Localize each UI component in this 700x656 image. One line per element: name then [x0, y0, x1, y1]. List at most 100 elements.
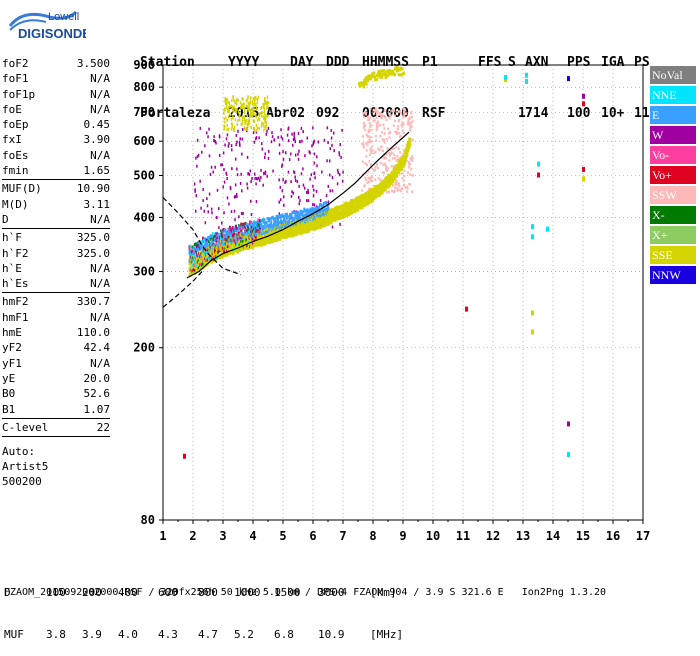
echo-point [236, 242, 239, 246]
echo-point [409, 121, 412, 125]
echo-point [232, 252, 235, 256]
echo-point [364, 112, 367, 116]
echo-point [226, 124, 229, 128]
echo-point [327, 200, 330, 204]
echo-point [388, 159, 391, 162]
echo-point [247, 124, 249, 128]
echo-point [270, 140, 273, 144]
hdr-label-6: FFS [478, 55, 502, 70]
hdr-label-10: IGA [601, 55, 625, 70]
echo-point [317, 140, 319, 144]
echo-point [287, 127, 289, 131]
echo-point [266, 103, 269, 107]
footer-distance-row: D 100 200 400 600 800 1000 1500 3000 [km] [4, 586, 397, 600]
echo-point [234, 101, 236, 105]
echo-point [264, 113, 266, 117]
echo-point [381, 171, 384, 174]
echo-point [380, 116, 383, 119]
echo-point [263, 96, 266, 100]
echo-point [322, 219, 326, 223]
hdr-value-8: 714 [525, 106, 549, 121]
echo-point [279, 221, 282, 225]
echo-point [282, 215, 285, 219]
echo-point [268, 240, 272, 244]
echo-point [302, 183, 305, 187]
echo-point [202, 187, 204, 191]
echo-point [377, 124, 380, 128]
echo-point [277, 135, 279, 139]
param-name: hmF1 [2, 310, 29, 324]
param-value: N/A [90, 148, 110, 162]
echo-point [388, 153, 391, 157]
echo-point [370, 179, 373, 183]
echo-point [408, 117, 411, 120]
footer-file-line: FZAOM_2015092002000.RSF / 320fx256h 50 k… [4, 587, 607, 598]
echo-point [237, 228, 240, 232]
footer-d-7: 1500 [274, 586, 301, 599]
x-tick-label: 1 [159, 529, 166, 543]
echo-point [191, 245, 194, 249]
echo-point [254, 99, 256, 103]
echo-point [328, 214, 331, 218]
echo-point [275, 223, 278, 227]
echo-point [365, 163, 368, 167]
echo-point [229, 185, 232, 189]
echo-point [254, 96, 257, 100]
echo-point [377, 70, 381, 74]
param-row: M(D) 3.11 [2, 197, 110, 212]
echo-point [290, 180, 292, 184]
echo-point [299, 199, 301, 203]
echo-point [328, 159, 331, 163]
echo-point [407, 120, 410, 124]
echo-point [368, 138, 371, 142]
echo-point [238, 140, 241, 144]
hdr-value-4: 002000 [362, 106, 409, 121]
echo-point [374, 150, 377, 153]
echo-point [224, 143, 226, 147]
echo-point [237, 118, 239, 122]
echo-point [374, 178, 377, 181]
echo-point [266, 100, 268, 104]
echo-point [255, 200, 258, 204]
footer-d-3: 400 [118, 586, 138, 599]
echo-point [410, 112, 413, 115]
echo-point [531, 224, 534, 230]
echo-point [241, 122, 243, 126]
y-tick-label: 800 [133, 80, 155, 94]
echo-point [370, 188, 373, 192]
echo-point [205, 131, 208, 135]
echo-point [278, 143, 281, 147]
echo-point [260, 168, 262, 172]
echo-point [230, 232, 233, 236]
echo-point [236, 140, 238, 144]
x-tick-label: 9 [399, 529, 406, 543]
echo-point [304, 154, 306, 158]
echo-point [282, 157, 285, 161]
echo-point [208, 127, 210, 131]
echo-point [395, 174, 398, 178]
echo-point [221, 163, 224, 167]
echo-point [235, 227, 238, 231]
echo-point [395, 131, 398, 134]
echo-point [297, 220, 300, 224]
footer-d-8: 3000 [318, 586, 345, 599]
echo-point [248, 173, 251, 177]
echo-point [204, 221, 207, 225]
echo-point [319, 225, 323, 229]
echo-point [247, 120, 250, 124]
echo-point [391, 109, 394, 113]
echo-point [253, 119, 255, 123]
echo-point [362, 112, 365, 115]
echo-point [249, 97, 252, 101]
echo-point [331, 189, 334, 193]
echo-point [265, 125, 267, 129]
echo-point [296, 180, 299, 184]
echo-point [531, 234, 534, 240]
echo-point [377, 177, 380, 180]
echo-point [246, 235, 249, 239]
echo-point [234, 108, 236, 112]
param-value: 3.500 [76, 57, 110, 70]
echo-point [283, 218, 286, 222]
echo-point [313, 188, 315, 192]
echo-point [252, 131, 255, 135]
